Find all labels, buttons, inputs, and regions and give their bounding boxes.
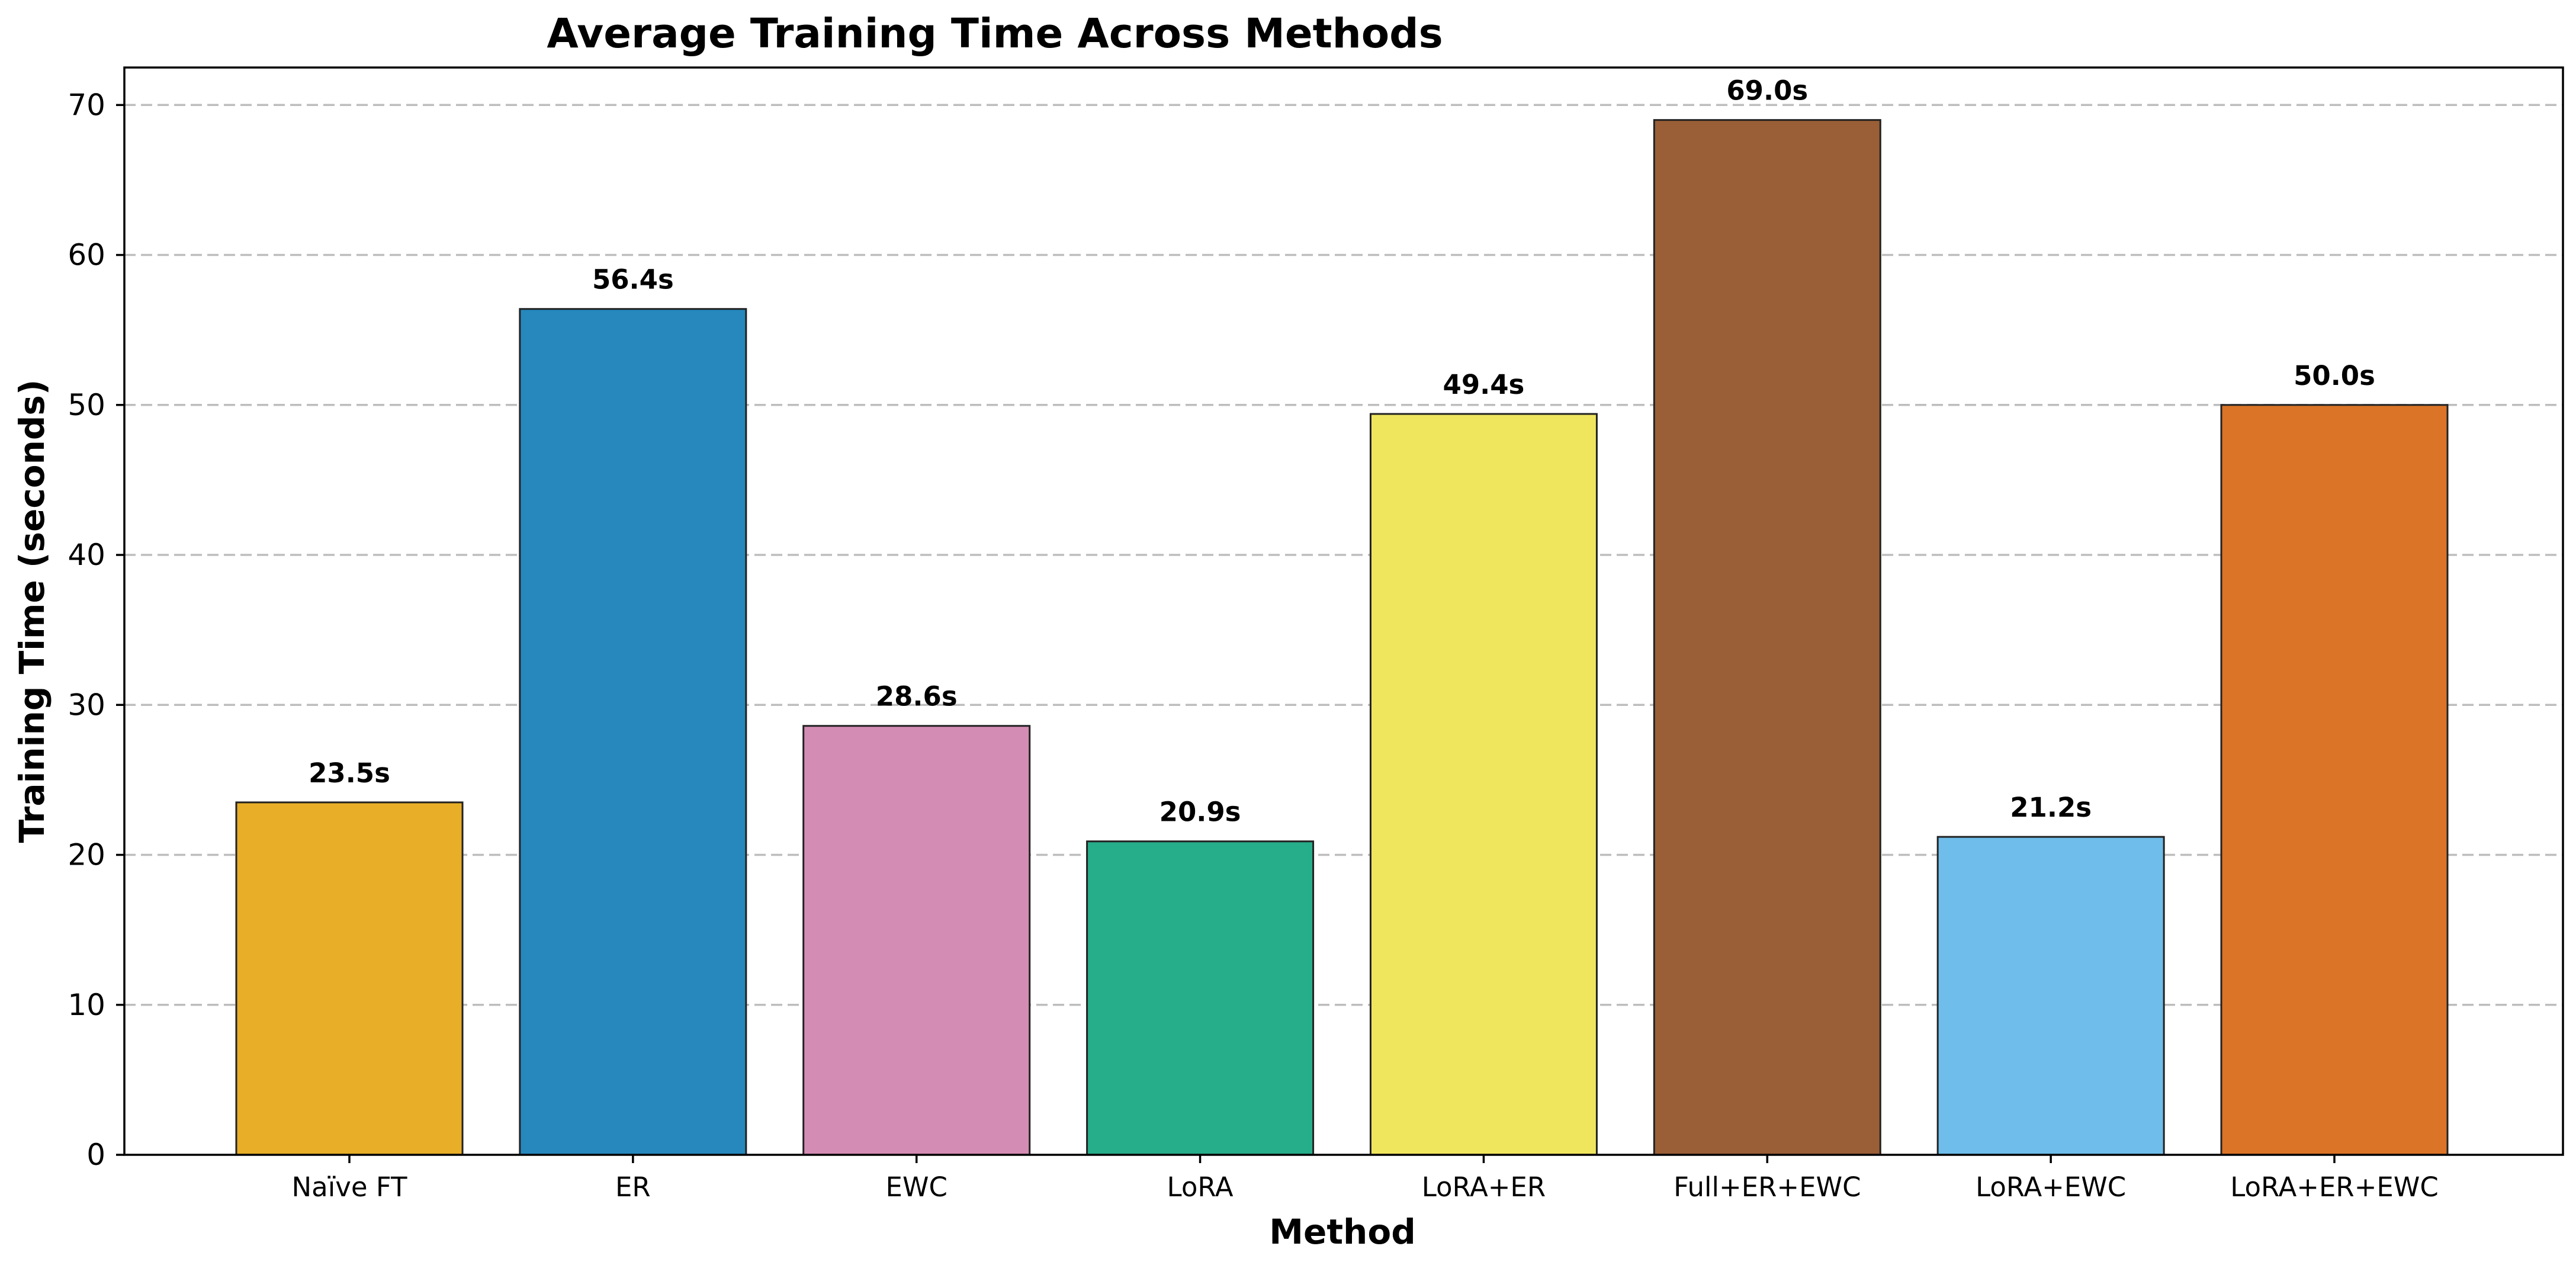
chart-title: Average Training Time Across Methods <box>547 10 1443 57</box>
x-tick-label: LoRA+EWC <box>1976 1171 2126 1203</box>
bar <box>1936 836 2165 1156</box>
bar <box>2220 404 2449 1156</box>
x-tick-label: LoRA <box>1167 1171 1234 1203</box>
plot-frame <box>123 66 2564 1156</box>
data-label: 50.0s <box>2294 360 2375 391</box>
x-tick-label: Full+ER+EWC <box>1674 1171 1861 1203</box>
data-labels: 23.5s 56.4s 28.6s 20.9s 49.4s 69.0s 21.2s 50.0s <box>309 75 2375 828</box>
y-tick-label: 0 <box>86 1138 105 1172</box>
x-tick-label: LoRA+ER+EWC <box>2230 1171 2439 1203</box>
x-tick-label: ER <box>615 1171 651 1203</box>
bar <box>802 725 1031 1156</box>
data-label: 21.2s <box>2010 792 2092 823</box>
x-axis: Naïve FT ER EWC LoRA LoRA+ER Full+ER+EWC LoRA+… <box>292 1155 2439 1203</box>
x-axis-label: Method <box>1269 1212 1415 1252</box>
data-label: 56.4s <box>592 264 674 296</box>
data-label: 69.0s <box>1726 75 1808 107</box>
x-tick-label: EWC <box>886 1171 947 1203</box>
data-label: 28.6s <box>876 681 958 712</box>
bar <box>1369 413 1598 1156</box>
bar <box>1086 840 1315 1156</box>
bars <box>235 119 2449 1156</box>
y-tick-label: 40 <box>68 538 105 572</box>
y-tick-label: 70 <box>68 88 105 122</box>
y-axis: 0 10 20 30 40 50 60 70 <box>68 88 124 1172</box>
data-label: 20.9s <box>1159 797 1241 828</box>
y-tick-label: 20 <box>68 838 105 872</box>
data-label: 49.4s <box>1443 369 1525 400</box>
y-tick-label: 50 <box>68 388 105 422</box>
y-axis-label: Training Time (seconds) <box>12 380 52 843</box>
bar <box>519 308 747 1156</box>
y-tick-label: 30 <box>68 688 105 722</box>
y-tick-label: 60 <box>68 238 105 272</box>
data-label: 23.5s <box>309 757 390 789</box>
grid-lines <box>124 104 2563 1006</box>
x-tick-label: Naïve FT <box>292 1171 407 1203</box>
bar <box>1653 119 1881 1156</box>
x-tick-label: LoRA+ER <box>1422 1171 1546 1203</box>
y-tick-label: 10 <box>68 988 105 1022</box>
bar <box>235 801 464 1156</box>
